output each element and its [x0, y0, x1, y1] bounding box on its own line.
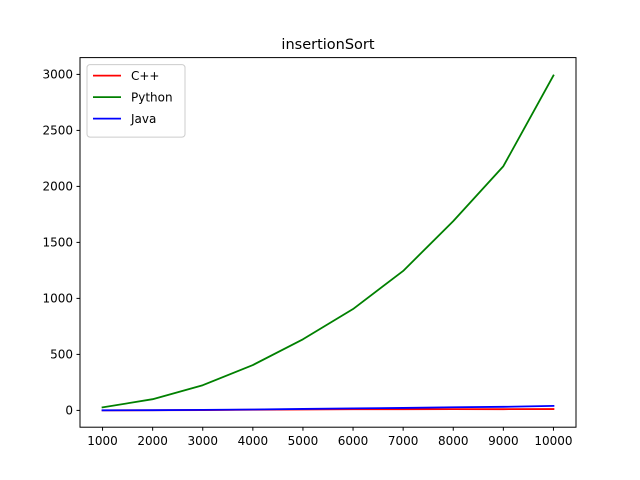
chart-title: insertionSort: [281, 37, 374, 53]
series-layer: [101, 74, 555, 412]
x-tick-label: 9000: [488, 434, 519, 448]
x-tick-label: 1000: [87, 434, 118, 448]
y-tick-label: 2500: [42, 124, 73, 138]
legend-label: Java: [130, 112, 156, 126]
x-tick-label: 8000: [438, 434, 469, 448]
x-tick-label: 4000: [238, 434, 269, 448]
x-axis: 1000 2000 3000 4000 5000 6000 7000 8000 9000 1000…: [87, 427, 573, 448]
x-tick-label: 10000: [534, 434, 572, 448]
legend-label: C++: [131, 69, 160, 83]
series-line-java: [101, 405, 555, 412]
x-tick-label: 7000: [388, 434, 419, 448]
y-tick-label: 3000: [42, 68, 73, 82]
legend-label: Python: [131, 90, 173, 104]
y-tick-label: 500: [50, 348, 73, 362]
y-tick-label: 2000: [42, 180, 73, 194]
x-tick-label: 3000: [187, 434, 218, 448]
y-tick-label: 1000: [42, 292, 73, 306]
x-tick-label: 6000: [338, 434, 369, 448]
series-line-python: [101, 74, 555, 409]
y-tick-label: 0: [65, 404, 73, 418]
y-tick-label: 1500: [42, 236, 73, 250]
legend: C++ Python Java: [86, 64, 186, 138]
x-tick-label: 5000: [288, 434, 319, 448]
y-axis: 0 500 1000 1500 2000 2500 3000: [42, 68, 80, 418]
x-tick-label: 2000: [137, 434, 168, 448]
